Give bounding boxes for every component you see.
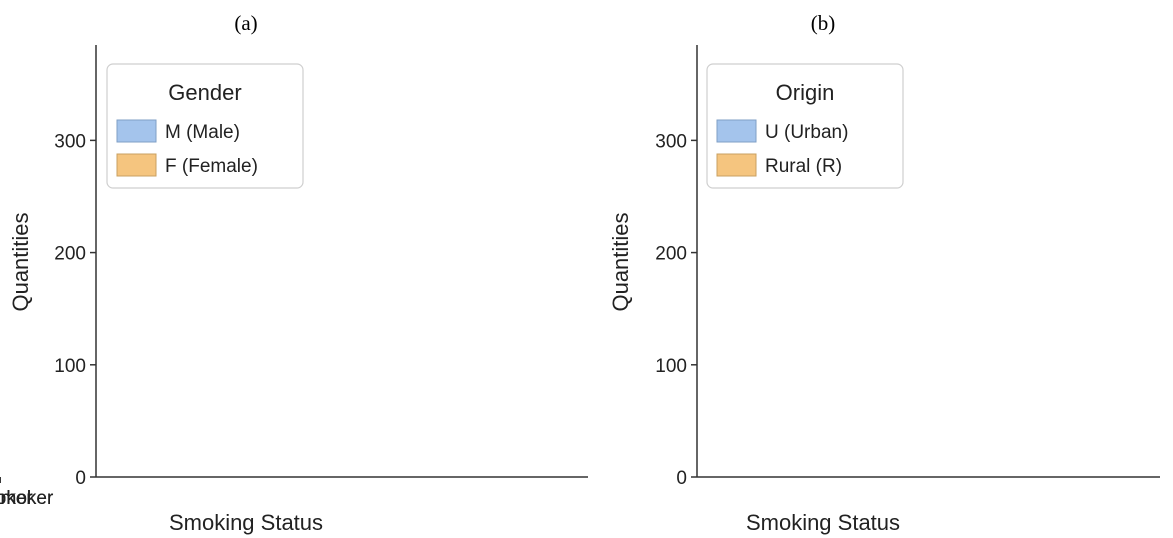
legend-title: Origin	[776, 80, 835, 105]
y-tick-label: 200	[54, 244, 86, 265]
y-tick-label: 300	[54, 131, 86, 152]
legend-swatch	[116, 153, 157, 177]
y-tick-label: 0	[676, 468, 687, 489]
x-tick-label: Non-Smoker	[0, 488, 54, 509]
legend-entry: M (Male)	[165, 122, 240, 143]
panel-label: (b)	[811, 11, 836, 35]
legend-entry: F (Female)	[165, 156, 258, 177]
y-tick-label: 300	[655, 131, 687, 152]
x-tick-label: Smoker	[0, 488, 33, 509]
x-tick-label: Smoker	[0, 488, 33, 509]
legend-swatch	[716, 119, 757, 143]
legend-swatch	[716, 153, 757, 177]
panel-label: (a)	[234, 11, 257, 35]
legend-entry: Rural (R)	[765, 156, 842, 177]
y-tick-label: 200	[655, 244, 687, 265]
chart-panel-1: (a) 0 100 200 300 SmokerNon-Smoker Smoking Sta…	[0, 11, 588, 535]
y-tick-label: 100	[54, 356, 86, 377]
x-axis-title: Smoking Status	[746, 510, 900, 535]
y-tick-label: 0	[75, 468, 86, 489]
y-axis-title: Quantities	[8, 212, 33, 311]
legend: Gender M (Male) F (Female)	[106, 63, 304, 189]
x-axis-title: Smoking Status	[169, 510, 323, 535]
x-tick-label: Non-Smoker	[0, 488, 54, 509]
legend: Origin U (Urban) Rural (R)	[706, 63, 904, 189]
chart-panel-2: (b) 0 100 200 300 SmokerNon-Smoker Smoking Sta…	[0, 11, 1160, 535]
legend-entry: U (Urban)	[765, 122, 848, 143]
y-tick-label: 100	[655, 356, 687, 377]
y-axis-title: Quantities	[608, 212, 633, 311]
legend-title: Gender	[168, 80, 241, 105]
legend-swatch	[116, 119, 157, 143]
